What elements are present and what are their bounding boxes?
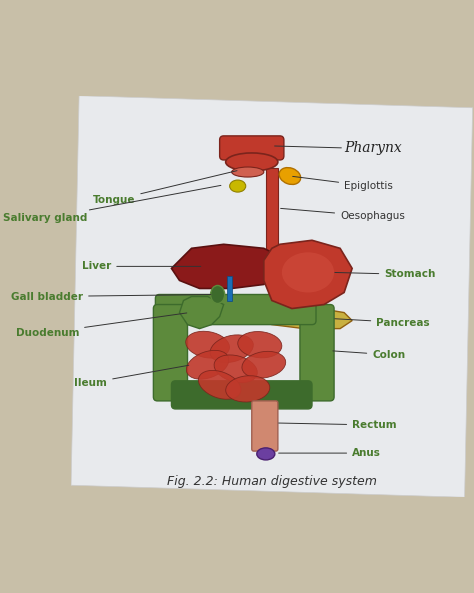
- Text: Gall bladder: Gall bladder: [11, 292, 211, 301]
- Ellipse shape: [210, 335, 253, 362]
- Ellipse shape: [232, 167, 264, 177]
- Ellipse shape: [226, 153, 278, 171]
- FancyBboxPatch shape: [252, 401, 278, 451]
- Text: Tongue: Tongue: [93, 171, 237, 205]
- FancyBboxPatch shape: [300, 305, 334, 401]
- Ellipse shape: [210, 285, 225, 304]
- FancyBboxPatch shape: [154, 305, 188, 401]
- Ellipse shape: [242, 351, 286, 378]
- Ellipse shape: [214, 355, 257, 382]
- Polygon shape: [180, 296, 224, 329]
- Text: Salivary gland: Salivary gland: [3, 186, 221, 223]
- FancyBboxPatch shape: [219, 136, 284, 160]
- Text: Fig. 2.2: Human digestive system: Fig. 2.2: Human digestive system: [167, 475, 377, 487]
- Ellipse shape: [226, 376, 270, 402]
- Ellipse shape: [199, 371, 241, 399]
- FancyBboxPatch shape: [172, 381, 312, 409]
- Ellipse shape: [230, 180, 246, 192]
- Polygon shape: [256, 305, 352, 329]
- Polygon shape: [264, 240, 352, 308]
- Text: Ileum: Ileum: [74, 365, 189, 388]
- Text: Oesophagus: Oesophagus: [281, 208, 405, 221]
- Text: Colon: Colon: [333, 350, 405, 360]
- Ellipse shape: [279, 168, 301, 184]
- Text: Anus: Anus: [279, 448, 381, 458]
- Ellipse shape: [238, 331, 282, 358]
- Ellipse shape: [282, 253, 334, 292]
- Text: Stomach: Stomach: [335, 269, 436, 279]
- Text: Duodenum: Duodenum: [16, 313, 187, 337]
- Text: Liver: Liver: [82, 262, 201, 272]
- Text: Epiglottis: Epiglottis: [292, 176, 393, 191]
- FancyBboxPatch shape: [266, 168, 278, 256]
- Polygon shape: [172, 244, 280, 288]
- FancyBboxPatch shape: [155, 295, 316, 324]
- Polygon shape: [71, 95, 473, 498]
- Text: Rectum: Rectum: [279, 420, 397, 430]
- Ellipse shape: [186, 331, 229, 358]
- Text: Pancreas: Pancreas: [335, 318, 430, 327]
- Ellipse shape: [186, 350, 229, 379]
- Text: Pharynx: Pharynx: [344, 141, 402, 155]
- Ellipse shape: [257, 448, 275, 460]
- FancyBboxPatch shape: [227, 276, 232, 301]
